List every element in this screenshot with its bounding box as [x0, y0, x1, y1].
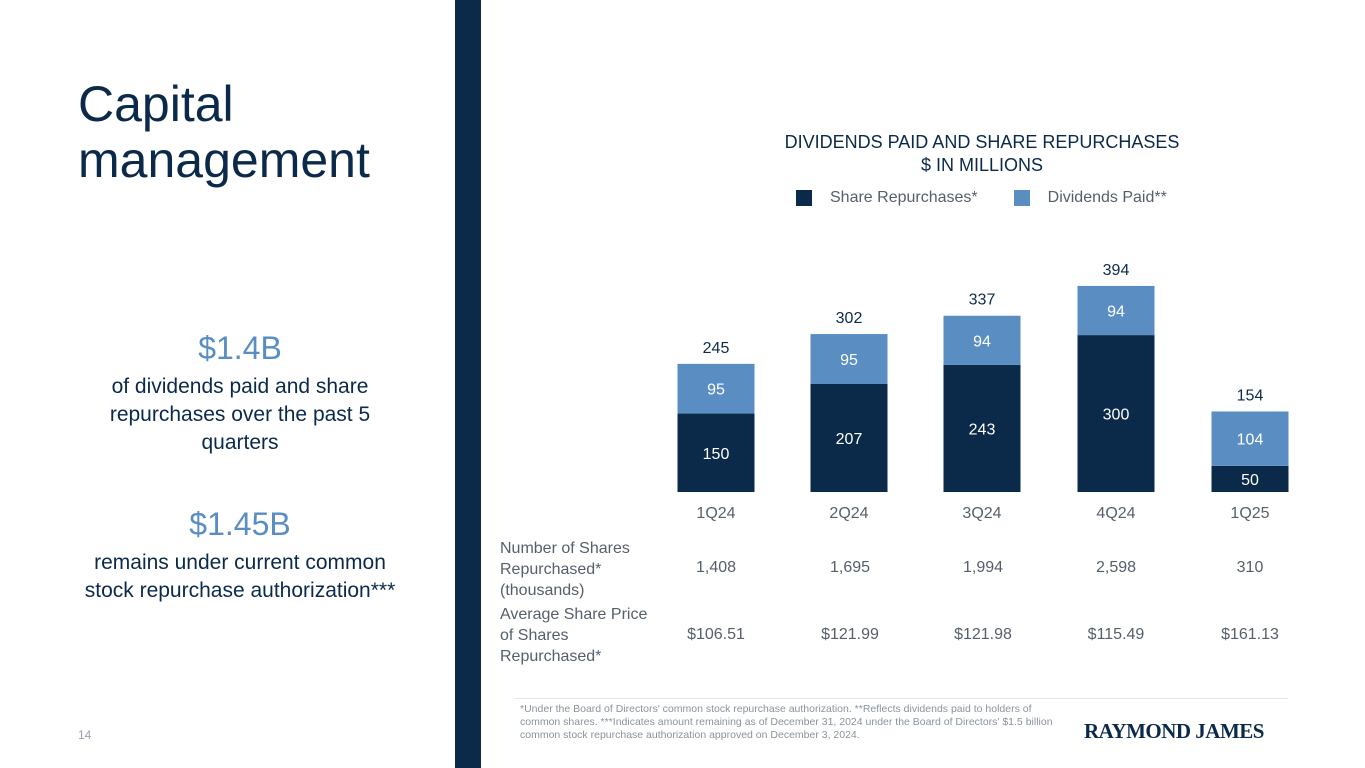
bar-total-label: 245 [703, 340, 730, 357]
bar-segment-dividends-paid [677, 363, 755, 414]
bar-segment-dividends-paid [943, 315, 1021, 365]
footnote-divider [515, 698, 1288, 699]
bar-total-label: 337 [969, 292, 996, 309]
divider-bar [455, 0, 481, 768]
table-cell: 1,695 [829, 559, 871, 576]
chart-title: DIVIDENDS PAID AND SHARE REPURCHASES [784, 132, 1180, 152]
highlight-dividends-repurchases: $1.4B of dividends paid and share repurc… [80, 330, 400, 457]
table-cell: $121.98 [954, 626, 1012, 643]
bar-segment-share-repurchases [810, 383, 888, 492]
bar-segment-dividends-paid [1077, 285, 1155, 336]
highlight-text: of dividends paid and share repurchases … [109, 375, 371, 454]
page-title: Capital management [78, 76, 370, 188]
bar-segment-dividends-paid [1211, 411, 1289, 466]
bar-value-label: 300 [1103, 407, 1130, 424]
legend-item-dividends-paid: Dividends Paid** [1013, 189, 1167, 207]
legend-swatch [796, 190, 812, 206]
table-cell: $106.51 [687, 626, 745, 643]
table-row-label-price: Average Share Price of Shares Repurchase… [500, 606, 648, 665]
x-tick-label: 1Q24 [696, 505, 735, 522]
chart-legend: Share Repurchases* Dividends Paid** [796, 189, 1203, 207]
chart-subtitle: $ IN MILLIONS [920, 155, 1044, 175]
highlight-value: $1.45B [189, 506, 291, 542]
bar-segment-share-repurchases [1211, 465, 1289, 492]
bar-total-label: 154 [1237, 387, 1264, 404]
bar-value-label: 95 [707, 382, 725, 399]
highlight-value: $1.4B [198, 330, 282, 366]
table-cell: 1,408 [695, 559, 737, 576]
page-number: 14 [78, 728, 92, 742]
bar-value-label: 94 [1107, 304, 1125, 321]
bar-segment-share-repurchases [677, 413, 755, 492]
chart-title-block: DIVIDENDS PAID AND SHARE REPURCHASES $ I… [700, 131, 1264, 177]
bar-value-label: 150 [703, 446, 730, 463]
bar-value-label: 243 [969, 421, 996, 438]
highlight-text: remains under current common stock repur… [84, 551, 396, 602]
bar-segment-share-repurchases [1077, 335, 1155, 492]
bar-value-label: 50 [1241, 472, 1259, 489]
bar-value-label: 95 [840, 352, 858, 369]
footnote: *Under the Board of Directors' common st… [520, 703, 1053, 741]
table-cell: $121.99 [821, 626, 879, 643]
legend-swatch [1013, 190, 1030, 206]
stacked-bar-chart: 150 95 245 1Q24 207 95 302 2Q24 243 94 337 3Q24 300 9… [677, 262, 1289, 522]
bar-segment-dividends-paid [810, 334, 888, 384]
legend-item-share-repurchases: Share Repurchases* [796, 189, 978, 207]
x-tick-label: 3Q24 [962, 505, 1001, 522]
x-tick-label: 4Q24 [1096, 505, 1135, 522]
bar-total-label: 302 [836, 310, 863, 327]
table-cell: 2,598 [1095, 559, 1137, 576]
table-cell: $161.13 [1221, 626, 1279, 643]
legend-label: Dividends Paid** [1047, 189, 1167, 206]
bar-value-label: 94 [973, 333, 991, 350]
bar-value-label: 207 [836, 431, 863, 448]
x-tick-label: 1Q25 [1230, 505, 1269, 522]
table-cell: 310 [1236, 559, 1264, 576]
bar-total-label: 394 [1103, 262, 1130, 279]
table-cell: $115.49 [1087, 626, 1145, 643]
x-tick-label: 2Q24 [829, 505, 868, 522]
highlight-remaining-authorization: $1.45B remains under current common stoc… [80, 506, 400, 605]
table-row-label-shares: Number of Shares Repurchased* (thousands… [500, 540, 630, 599]
raymond-james-logo: RAYMOND JAMES [1084, 719, 1264, 743]
legend-label: Share Repurchases* [830, 189, 978, 206]
table-cell: 1,994 [962, 559, 1004, 576]
bar-value-label: 104 [1237, 432, 1264, 449]
bar-segment-share-repurchases [943, 364, 1021, 492]
